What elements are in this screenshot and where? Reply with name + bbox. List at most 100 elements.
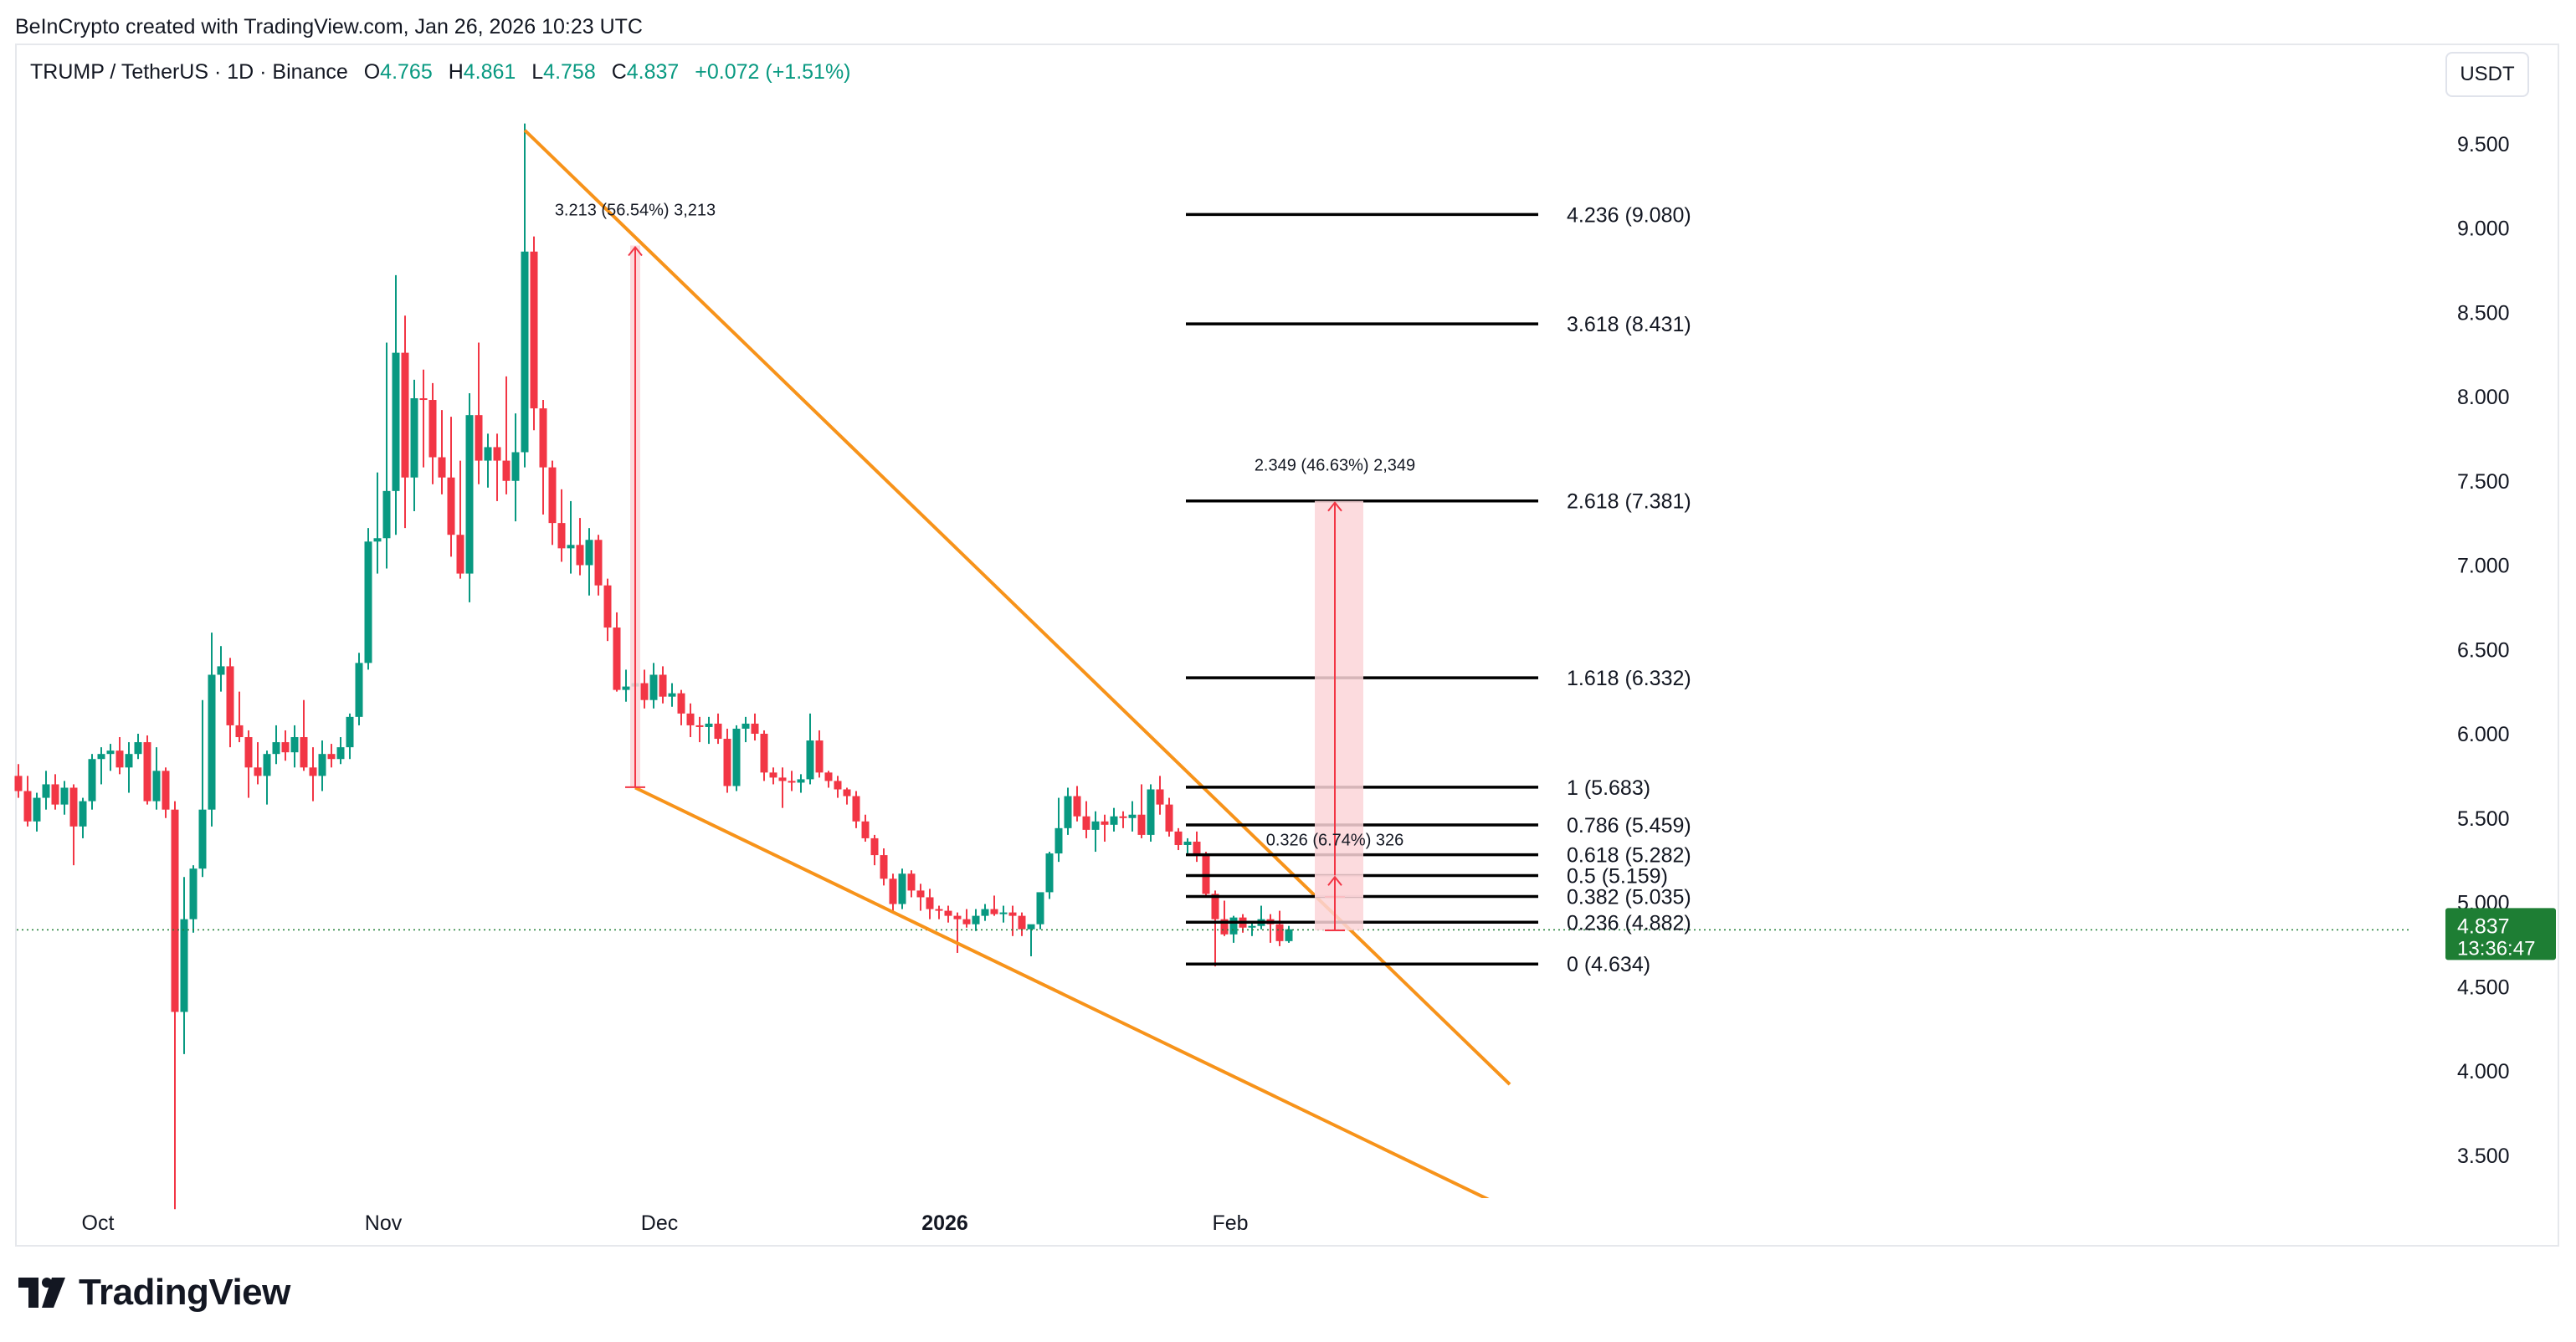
price-range-measure: 3.213 (56.54%) 3,213 bbox=[555, 201, 716, 788]
candle bbox=[834, 776, 842, 798]
candle bbox=[125, 742, 133, 793]
candle-body bbox=[751, 723, 759, 734]
candle bbox=[741, 716, 750, 743]
candle bbox=[1055, 797, 1063, 863]
symbol-title[interactable]: TRUMP / TetherUS · 1D · Binance bbox=[30, 60, 348, 84]
candle bbox=[23, 776, 32, 827]
drawings-layer: 4.236 (9.080) 3.618 (8.431) 2.618 (7.381) 1… bbox=[17, 129, 2410, 1198]
candle bbox=[585, 528, 593, 596]
measure-label: 0.326 (6.74%) 326 bbox=[1266, 831, 1404, 849]
price-axis: 9.500 9.000 8.500 8.000 7.500 7.000 6.500 6.000… bbox=[2457, 133, 2510, 1168]
price-range-measure: 0.326 (6.74%) 326 bbox=[1266, 831, 1404, 931]
candle bbox=[263, 750, 271, 805]
candle-body bbox=[115, 750, 124, 768]
candle-body bbox=[1045, 853, 1054, 893]
candle-body bbox=[88, 759, 96, 802]
candle-body bbox=[1008, 912, 1017, 916]
candle bbox=[373, 472, 382, 574]
candle-body bbox=[447, 477, 455, 535]
measure-arrow-head bbox=[1327, 501, 1342, 512]
candle-body bbox=[962, 919, 971, 925]
candle bbox=[1027, 924, 1035, 956]
measure-fill bbox=[1315, 500, 1363, 898]
candle-body bbox=[428, 400, 437, 458]
candle bbox=[1073, 786, 1081, 822]
ohlc-legend: TRUMP / TetherUS · 1D · Binance O4.765 H… bbox=[30, 60, 851, 85]
candle-body bbox=[1091, 821, 1100, 830]
candle-body bbox=[659, 674, 667, 697]
candle-body bbox=[281, 742, 290, 753]
candle-body bbox=[834, 781, 842, 790]
candle bbox=[1257, 905, 1265, 930]
candle-body bbox=[97, 754, 105, 760]
candle-body bbox=[686, 713, 695, 725]
fib-level-label: 0.5 (5.159) bbox=[1567, 864, 1668, 888]
price-tick-label: 9.000 bbox=[2457, 218, 2510, 241]
candle-body bbox=[42, 784, 50, 798]
price-tick-label: 4.000 bbox=[2457, 1060, 2510, 1083]
candle bbox=[760, 730, 768, 781]
candle bbox=[51, 774, 59, 810]
candle-body bbox=[1248, 925, 1256, 928]
wedge-lower-trendline bbox=[634, 786, 1490, 1198]
candle-body bbox=[714, 723, 722, 740]
candle bbox=[336, 737, 345, 765]
candle-body bbox=[723, 739, 731, 786]
candle-body bbox=[824, 772, 833, 781]
currency-button[interactable]: USDT bbox=[2445, 52, 2529, 97]
fib-level-label: 0.382 (5.035) bbox=[1567, 885, 1691, 909]
candle-body bbox=[355, 663, 363, 717]
candle-body bbox=[594, 540, 603, 586]
candle bbox=[401, 315, 409, 529]
candle bbox=[769, 767, 777, 785]
candle-body bbox=[244, 737, 253, 768]
candle-body bbox=[972, 915, 980, 925]
candle bbox=[530, 236, 538, 431]
candle bbox=[162, 767, 170, 818]
candle bbox=[484, 433, 492, 488]
change-value: +0.072 (+1.51%) bbox=[695, 60, 851, 84]
candle-body bbox=[1229, 917, 1238, 935]
high-value: 4.861 bbox=[463, 60, 516, 84]
candle bbox=[557, 489, 566, 562]
candle-body bbox=[585, 540, 593, 566]
candle-body bbox=[23, 791, 32, 822]
candle-body bbox=[14, 776, 23, 791]
time-axis: Oct Nov Dec 2026 Feb bbox=[82, 1211, 1249, 1235]
candle bbox=[732, 725, 741, 791]
candle-body bbox=[1119, 816, 1127, 818]
candle bbox=[60, 781, 69, 815]
candle bbox=[999, 905, 1008, 923]
candle bbox=[843, 787, 851, 805]
candle bbox=[1193, 831, 1201, 863]
candle bbox=[953, 912, 962, 953]
candle-body bbox=[880, 855, 888, 879]
candle bbox=[907, 870, 916, 898]
last-price-tag: 4.837 13:36:47 bbox=[2445, 908, 2556, 960]
candle bbox=[981, 904, 989, 921]
measure-label: 2.349 (46.63%) 2,349 bbox=[1255, 457, 1415, 475]
tradingview-logo[interactable]: TradingView bbox=[18, 1272, 290, 1314]
measure-arrow-head bbox=[628, 245, 643, 257]
candle bbox=[1266, 914, 1275, 943]
candle-body bbox=[69, 787, 78, 827]
price-tick-label: 8.500 bbox=[2457, 301, 2510, 325]
fib-level-label: 2.618 (7.381) bbox=[1567, 490, 1691, 514]
candle bbox=[281, 730, 290, 761]
candle-body bbox=[1285, 929, 1293, 941]
candle-body bbox=[438, 457, 446, 478]
candle bbox=[1165, 797, 1173, 837]
candle bbox=[392, 274, 400, 535]
candle bbox=[1091, 811, 1100, 853]
candle-body bbox=[1101, 821, 1109, 825]
candle bbox=[244, 730, 253, 798]
close-label: C bbox=[611, 60, 627, 84]
candle-body bbox=[33, 797, 41, 822]
candle-body bbox=[1137, 814, 1146, 835]
time-tick-label: Oct bbox=[82, 1211, 115, 1235]
candle bbox=[1285, 925, 1293, 943]
candle bbox=[1008, 905, 1017, 936]
candle-body bbox=[502, 460, 511, 481]
fib-level-label: 3.618 (8.431) bbox=[1567, 313, 1691, 336]
